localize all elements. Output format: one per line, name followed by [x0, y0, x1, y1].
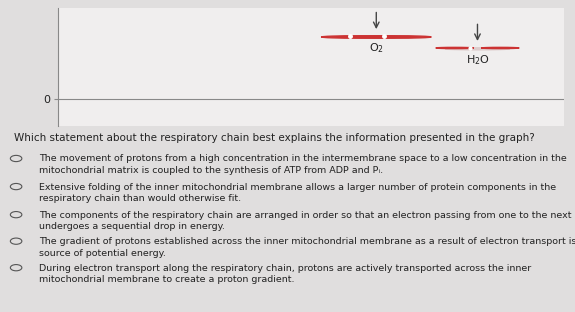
Ellipse shape — [436, 47, 474, 49]
Text: O$_2$: O$_2$ — [369, 41, 384, 55]
Text: The movement of protons from a high concentration in the intermembrane space to : The movement of protons from a high conc… — [39, 154, 567, 175]
Text: Extensive folding of the inner mitochondrial membrane allows a larger number of : Extensive folding of the inner mitochond… — [39, 183, 556, 203]
Ellipse shape — [481, 47, 519, 49]
Text: The components of the respiratory chain are arranged in order so that an electro: The components of the respiratory chain … — [39, 211, 572, 231]
Text: H$_2$O: H$_2$O — [466, 53, 489, 67]
Ellipse shape — [445, 48, 509, 50]
Text: The gradient of protons established across the inner mitochondrial membrane as a: The gradient of protons established acro… — [39, 237, 575, 258]
Text: During electron transport along the respiratory chain, protons are actively tran: During electron transport along the resp… — [39, 264, 531, 284]
Ellipse shape — [355, 36, 431, 38]
Text: Which statement about the respiratory chain best explains the information presen: Which statement about the respiratory ch… — [14, 133, 535, 143]
Ellipse shape — [321, 36, 397, 38]
